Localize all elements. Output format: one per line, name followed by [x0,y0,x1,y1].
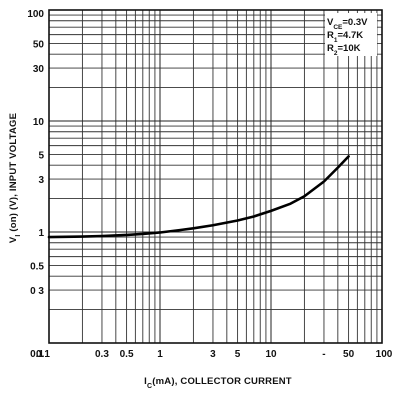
x-tick-label: 5 [235,349,241,360]
x-axis-label: IC(mA), COLLECTOR CURRENT [144,376,292,390]
y-tick-label: 50 [33,39,45,50]
annotation-background [325,13,377,56]
x-tick-label: 3 [210,349,216,360]
chart-marks [47,155,350,239]
x-tick-labels: 0.1 0.3 0.5 1 3 5 10 - 50 100 [36,349,393,360]
x-tick-label: - [322,349,325,360]
y-tick-label: 3 [38,175,44,186]
y-tick-label: 1 [38,228,44,239]
y-tick-label: 0.5 [30,261,44,272]
x-tick-label: 0.3 [95,349,109,360]
y-tick-label: 5 [38,150,44,161]
plot-frame [48,9,383,344]
series-line [47,155,350,239]
annotation-text: R2=10K [327,43,361,57]
grid [49,10,382,343]
x-tick-label: 0.1 [36,349,50,360]
annotation-text: VCE=0.3V [327,17,368,31]
x-tick-label: 50 [343,349,355,360]
y-tick-label: 100 [27,9,44,20]
x-tick-label: 10 [265,349,277,360]
y-tick-label: 30 [33,64,45,75]
y-axis-label: VI (on) (V), INPUT VOLTAGE [8,113,22,243]
x-tick-label: 100 [376,349,393,360]
y-tick-label: 0 3 [30,286,44,297]
annotation-text: R1=4.7K [327,30,363,44]
y-tick-label: 0.1 [30,349,44,360]
y-tick-label: 10 [33,117,45,128]
x-tick-label: 1 [157,349,163,360]
x-tick-label: 0.5 [120,349,134,360]
y-tick-labels: 100 50 30 10 5 3 1 0.5 0 3 0.1 [27,9,44,360]
